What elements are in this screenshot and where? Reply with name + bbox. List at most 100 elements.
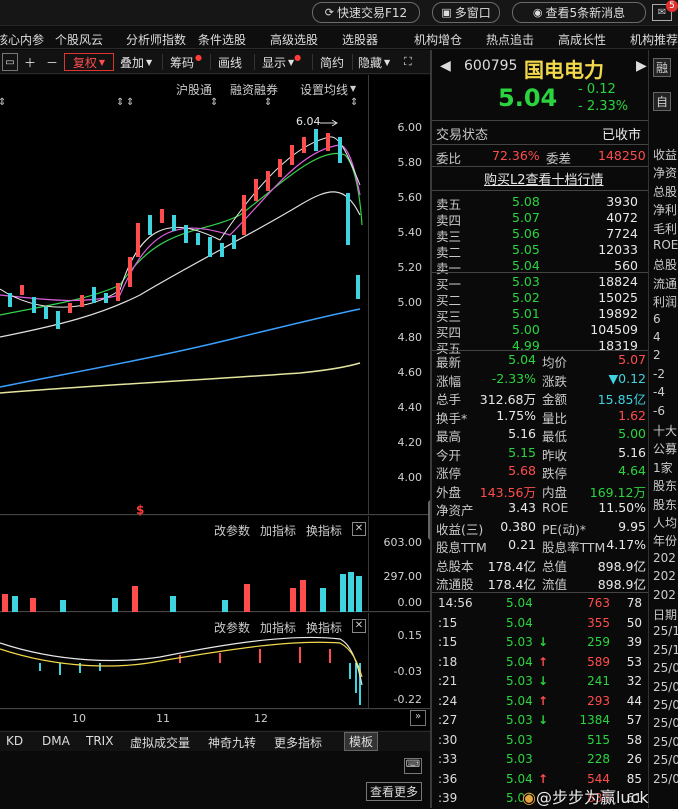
news-button[interactable]: ◉ 查看5条新消息 (512, 2, 646, 23)
menu-item[interactable]: 个股风云 (55, 33, 104, 47)
tick-price: 5.04 (506, 596, 533, 610)
stat-label: 最低 (542, 429, 568, 444)
change-params-button[interactable]: 改参数 (214, 524, 251, 538)
f10-label: 股东 (653, 479, 678, 494)
tab-trix[interactable]: TRIX (86, 734, 114, 748)
menu-item[interactable]: 条件选股 (198, 33, 247, 47)
level-price: 5.06 (512, 226, 540, 241)
multi-window-button[interactable]: ▣ 多窗口 (432, 2, 500, 23)
switch-indicator-button[interactable]: 换指标 (306, 524, 343, 538)
level-price: 5.03 (512, 274, 540, 289)
level-label: 买四 (436, 325, 462, 340)
tick-count: 44 (626, 693, 642, 708)
price-axis: 6.00 5.80 5.60 5.40 5.20 5.00 4.80 4.60 … (368, 75, 430, 514)
mail-icon[interactable]: ✉ (652, 4, 672, 21)
tab-hk-connect[interactable]: 沪股通 (176, 83, 213, 97)
overlay-dropdown[interactable]: 叠加 ▼ (120, 55, 153, 70)
stat-value: 1.75% (496, 407, 536, 423)
stat-label: 昨收 (542, 447, 568, 463)
stat-value: -2.33% (491, 370, 536, 386)
expand-icon[interactable]: ⛶ (404, 55, 412, 68)
f10-label: 股东 (653, 497, 678, 512)
f10-label: 收益 (653, 148, 678, 162)
keyboard-icon[interactable]: ⌨ (404, 758, 422, 774)
stat-value: 5.07 (618, 352, 646, 367)
add-indicator-button[interactable]: 加指标 (260, 621, 297, 635)
stat-value: 1.62 (618, 407, 646, 423)
f10-label: 总股 (653, 184, 678, 199)
tick-row: :36 5.04 ↑ 544 85 (432, 770, 648, 790)
menu-item[interactable]: 高级选股 (270, 33, 319, 47)
change-params-button[interactable]: 改参数 (214, 621, 251, 635)
next-stock-icon[interactable]: ▶ (636, 58, 647, 74)
menu-item[interactable]: 分析师指数 (126, 33, 187, 47)
zoom-out-icon[interactable]: － (46, 55, 59, 70)
menu-item[interactable]: 核心内参 (0, 33, 45, 47)
kline-chart[interactable]: 沪股通 融资融券 设置均线 ▼ ⇕ ⇕ ⇕ ⇕ ⇕ ⇕ (0, 75, 430, 517)
add-indicator-button[interactable]: 加指标 (260, 524, 297, 538)
close-icon[interactable]: ✕ (352, 619, 366, 633)
scroll-right-icon[interactable]: » (410, 710, 426, 726)
tick-row: :21 5.03 ↓ 241 32 (432, 672, 648, 692)
menu-item[interactable]: 热点追击 (486, 33, 535, 47)
tab-margin[interactable]: 融资融券 (230, 83, 279, 97)
margin-tag[interactable]: 融 (653, 58, 672, 77)
close-icon[interactable]: ✕ (352, 522, 366, 536)
hide-dropdown[interactable]: 隐藏 ▼ (358, 55, 391, 70)
tab-nine-turn[interactable]: 神奇九转 (208, 736, 257, 750)
stat-row: 流通股 178.4亿 流值 898.9亿 (432, 572, 648, 592)
switch-indicator-button[interactable]: 换指标 (306, 621, 343, 635)
tab-dma[interactable]: DMA (42, 734, 70, 748)
level-price: 5.04 (512, 258, 540, 273)
menu-item[interactable]: 选股器 (342, 33, 379, 47)
prev-stock-icon[interactable]: ◀ (440, 58, 451, 74)
f10-label: 公募 (653, 442, 678, 457)
l2-link[interactable]: 购买L2查看十档行情 (484, 173, 604, 188)
f10-label: 净利 (653, 203, 678, 218)
tab-kd[interactable]: KD (6, 734, 24, 748)
volume-pane[interactable]: 改参数 加指标 换指标 ✕ 603.00 297.00 0.00 (0, 516, 430, 612)
tick-count: 50 (626, 615, 642, 630)
view-more-button[interactable]: 查看更多 (366, 782, 423, 801)
stat-row: 最新 5.04 均价 5.07 (432, 350, 648, 370)
f10-label: 净资 (653, 166, 678, 181)
level-volume: 104509 (590, 322, 638, 337)
macd-pane[interactable]: 改参数 加指标 换指标 ✕ 0.15 -0.03 -0.22 (0, 613, 430, 709)
stat-value: 5.04 (508, 352, 536, 367)
stat-label: 总值 (542, 558, 568, 574)
simple-button[interactable]: 简约 (320, 55, 345, 70)
tick-time: 14:56 (438, 596, 473, 610)
tick-time: :27 (438, 713, 458, 727)
tab-ma-settings[interactable]: 设置均线 (300, 83, 349, 97)
f10-label: 25/0 (653, 771, 678, 786)
stat-value: 898.9亿 (597, 558, 646, 574)
stat-row: 换手* 1.75% 量比 1.62 (432, 406, 648, 426)
tick-count: 61 (626, 791, 642, 805)
stat-value: 0.21 (508, 537, 536, 552)
tick-direction-icon: ↑ (538, 693, 549, 708)
tab-virtual-volume[interactable]: 虚拟成交量 (130, 736, 191, 750)
menu-item[interactable]: 机构增仓 (414, 33, 463, 47)
tick-time: :18 (438, 654, 458, 669)
display-dropdown[interactable]: 显示 ▼ ● (262, 53, 302, 70)
f10-label: 6 (653, 311, 661, 326)
fuquan-dropdown[interactable]: 复权 ▼ (64, 53, 114, 71)
template-button[interactable]: 模板 (344, 732, 379, 751)
menu-item[interactable]: 高成长性 (558, 33, 607, 47)
tick-price: 5.04 (506, 654, 533, 669)
menu-item[interactable]: 机构推荐 (630, 33, 678, 47)
red-dot-icon: ● (195, 53, 202, 62)
layout-icon[interactable]: ▭ (2, 53, 18, 71)
f10-label: 25/0 (653, 698, 678, 712)
zoom-in-icon[interactable]: ＋ (24, 55, 37, 70)
level-volume: 18824 (598, 274, 638, 289)
f10-label: 25/1 (653, 642, 678, 657)
chips-button[interactable]: 筹码 ● (170, 53, 202, 70)
draw-button[interactable]: 画线 (218, 55, 243, 70)
stat-value: 5.16 (618, 444, 646, 460)
tab-more-indicators[interactable]: 更多指标 (274, 736, 323, 750)
self-select-button[interactable]: 自 (653, 92, 672, 111)
macd-plot (0, 636, 363, 705)
stat-value: 178.4亿 (487, 577, 536, 592)
quick-trade-button[interactable]: ⟳ 快速交易F12 (312, 2, 420, 23)
